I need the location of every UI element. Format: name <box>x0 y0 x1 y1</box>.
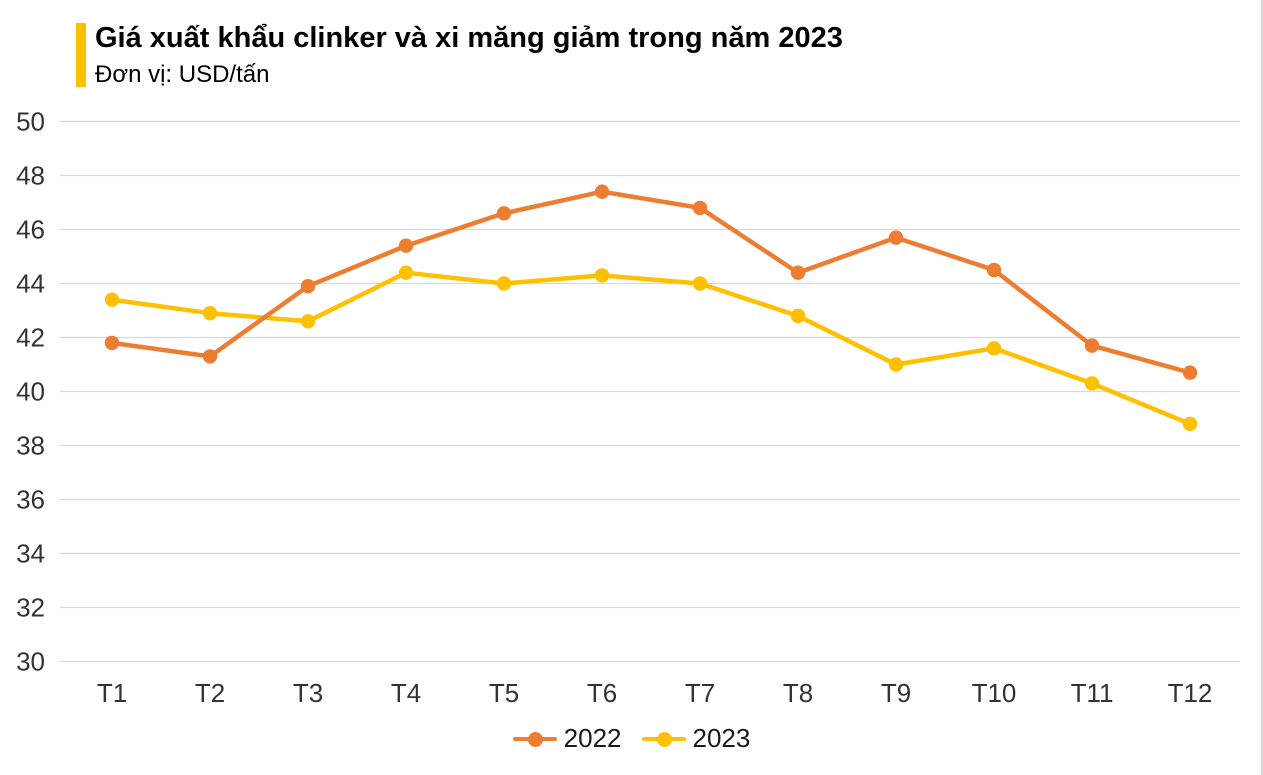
x-axis-label: T3 <box>293 678 323 708</box>
x-axis-label: T11 <box>1071 678 1114 708</box>
y-axis-label: 32 <box>16 593 45 623</box>
y-axis-label: 42 <box>16 323 45 353</box>
x-axis-label: T8 <box>783 678 813 708</box>
data-point-2022-T12 <box>1182 365 1198 380</box>
y-axis-label: 46 <box>16 215 45 245</box>
data-point-2023-T1 <box>104 292 120 307</box>
data-point-2023-T12 <box>1182 416 1198 432</box>
series-line-2022 <box>109 189 1193 375</box>
data-point-2022-T1 <box>104 335 120 351</box>
data-point-2023-T5 <box>496 276 512 291</box>
x-axis-label: T6 <box>587 678 617 708</box>
y-axis-label: 34 <box>16 539 45 569</box>
data-point-2022-T6 <box>594 184 610 199</box>
y-axis-label: 30 <box>16 647 45 677</box>
title-block: Giá xuất khẩu clinker và xi măng giảm tr… <box>95 20 843 89</box>
data-point-2022-T9 <box>888 230 904 245</box>
chart-legend: 2022 2023 <box>0 723 1263 754</box>
data-point-2023-T10 <box>986 341 1002 356</box>
data-point-2022-T11 <box>1084 338 1100 353</box>
data-point-2022-T7 <box>692 200 708 216</box>
y-axis-label: 38 <box>16 431 45 461</box>
data-point-2023-T8 <box>790 308 806 324</box>
data-point-2023-T2 <box>202 306 218 321</box>
data-point-2023-T6 <box>594 268 610 283</box>
data-point-2022-T8 <box>790 265 806 280</box>
x-axis-label: T4 <box>391 678 421 708</box>
y-axis-label: 50 <box>16 107 45 137</box>
chart-header: Giá xuất khẩu clinker và xi măng giảm tr… <box>76 20 843 89</box>
data-point-2022-T3 <box>300 279 316 294</box>
data-point-2022-T2 <box>202 349 218 364</box>
legend-marker-2022-icon <box>512 731 557 747</box>
title-accent-bar <box>76 23 86 88</box>
screen-right-border <box>1261 0 1263 775</box>
data-point-2023-T4 <box>398 265 414 280</box>
legend-label-2022: 2022 <box>563 723 622 753</box>
chart-unit-subtitle: Đơn vị: USD/tấn <box>95 61 270 89</box>
x-axis-label: T7 <box>685 678 715 708</box>
legend-marker-2023-icon <box>641 731 686 747</box>
x-axis-label: T9 <box>881 678 911 708</box>
x-axis-label: T10 <box>972 678 1017 708</box>
data-point-2022-T4 <box>398 238 414 253</box>
data-point-2023-T3 <box>300 314 316 329</box>
y-axis-label: 48 <box>16 161 45 191</box>
x-axis-label: T1 <box>97 678 127 708</box>
x-axis-label: T5 <box>489 678 519 708</box>
y-axis-label: 40 <box>16 377 45 407</box>
data-point-2023-T11 <box>1084 376 1100 391</box>
x-axis-label: T12 <box>1168 678 1213 708</box>
y-axis-label: 36 <box>16 485 45 515</box>
legend-item-2023: 2023 <box>641 723 751 754</box>
legend-item-2022: 2022 <box>512 723 622 754</box>
y-axis-label: 44 <box>16 269 45 299</box>
data-point-2022-T5 <box>496 206 512 221</box>
data-point-2023-T9 <box>888 357 904 372</box>
legend-label-2023: 2023 <box>692 723 751 753</box>
data-point-2022-T10 <box>986 262 1002 278</box>
chart-title: Giá xuất khẩu clinker và xi măng giảm tr… <box>95 22 843 54</box>
x-axis-label: T2 <box>195 678 225 708</box>
series-line-2023 <box>109 270 1193 427</box>
data-point-2023-T7 <box>692 276 708 291</box>
